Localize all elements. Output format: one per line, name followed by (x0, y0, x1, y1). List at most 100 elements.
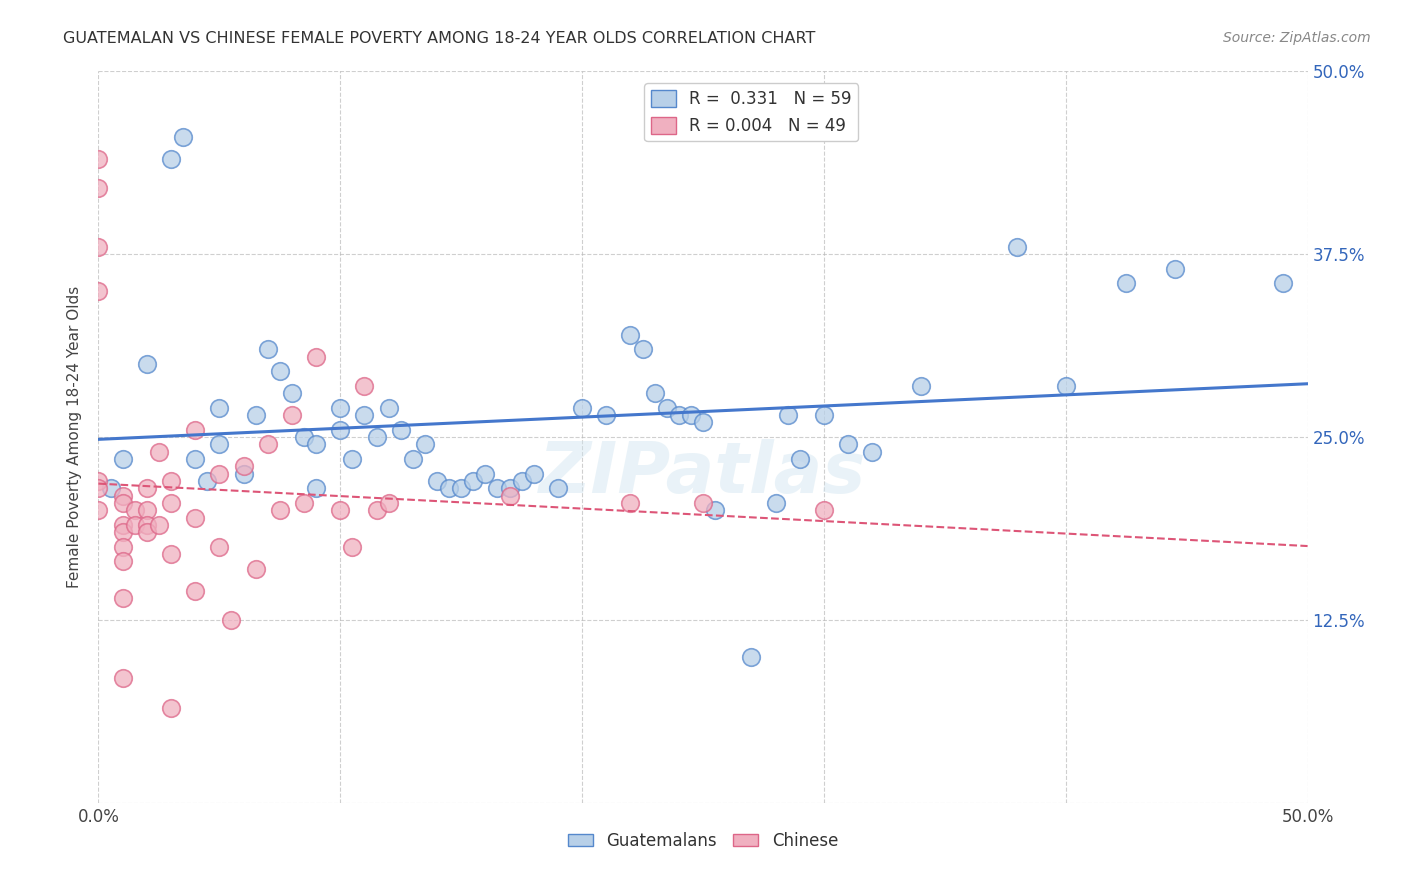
Point (184, 423, 207, 437)
Point (208, 540, 231, 554)
Point (87, 152, 110, 166)
Point (655, 401, 678, 415)
Point (765, 496, 787, 510)
Point (111, 540, 134, 554)
Point (498, 489, 520, 503)
Point (619, 496, 641, 510)
Point (510, 474, 533, 488)
Text: Source: ZipAtlas.com: Source: ZipAtlas.com (1223, 31, 1371, 45)
Point (208, 437, 231, 451)
Point (413, 437, 436, 451)
Point (184, 583, 207, 598)
Point (463, 474, 485, 488)
Point (111, 489, 134, 503)
Point (631, 343, 654, 357)
Point (305, 481, 328, 495)
Point (860, 444, 883, 458)
Point (342, 540, 364, 554)
Point (281, 386, 304, 401)
Point (644, 386, 666, 401)
Point (160, 496, 183, 510)
Point (305, 350, 328, 364)
Point (160, 152, 183, 166)
Point (329, 423, 352, 437)
Point (377, 496, 399, 510)
Point (329, 503, 352, 517)
Point (221, 613, 243, 627)
Point (87, 481, 110, 495)
Point (292, 430, 315, 444)
Point (595, 408, 617, 422)
Point (245, 408, 267, 422)
Point (329, 401, 352, 415)
Point (619, 327, 641, 342)
Y-axis label: Female Poverty Among 18-24 Year Olds: Female Poverty Among 18-24 Year Olds (67, 286, 83, 588)
Point (353, 379, 375, 393)
Point (389, 423, 412, 437)
Point (111, 525, 134, 540)
Point (679, 408, 702, 422)
Point (292, 496, 315, 510)
Point (160, 547, 183, 561)
Point (111, 672, 134, 686)
Point (87, 240, 110, 254)
Point (692, 416, 714, 430)
Point (135, 517, 157, 532)
Point (184, 452, 207, 467)
Point (208, 401, 231, 415)
Point (704, 503, 727, 517)
Point (269, 364, 291, 378)
Point (232, 459, 254, 474)
Point (571, 401, 593, 415)
Point (256, 343, 278, 357)
Point (135, 357, 157, 371)
Point (208, 467, 231, 481)
Point (353, 408, 375, 422)
Point (668, 408, 690, 422)
Point (377, 401, 399, 415)
Point (245, 562, 267, 576)
Text: ZIPatlas: ZIPatlas (540, 439, 866, 508)
Point (87, 181, 110, 195)
Point (450, 481, 472, 495)
Point (813, 408, 835, 422)
Point (1272, 277, 1295, 291)
Point (111, 496, 134, 510)
Point (135, 503, 157, 517)
Point (486, 481, 509, 495)
Point (437, 481, 460, 495)
Text: GUATEMALAN VS CHINESE FEMALE POVERTY AMONG 18-24 YEAR OLDS CORRELATION CHART: GUATEMALAN VS CHINESE FEMALE POVERTY AMO… (63, 31, 815, 46)
Point (342, 452, 364, 467)
Point (1007, 240, 1029, 254)
Point (184, 510, 207, 524)
Point (547, 481, 569, 495)
Point (692, 496, 714, 510)
Point (160, 474, 183, 488)
Point (195, 474, 218, 488)
Point (813, 503, 835, 517)
Point (232, 467, 254, 481)
Legend: Guatemalans, Chinese: Guatemalans, Chinese (561, 825, 845, 856)
Point (124, 517, 146, 532)
Point (1054, 379, 1077, 393)
Point (87, 284, 110, 298)
Point (837, 437, 859, 451)
Point (740, 649, 762, 664)
Point (474, 467, 496, 481)
Point (256, 437, 278, 451)
Point (366, 430, 388, 444)
Point (148, 517, 170, 532)
Point (87, 474, 110, 488)
Point (111, 554, 134, 568)
Point (402, 452, 425, 467)
Point (523, 467, 546, 481)
Point (100, 481, 122, 495)
Point (135, 525, 157, 540)
Point (426, 474, 449, 488)
Point (111, 517, 134, 532)
Point (269, 503, 291, 517)
Point (366, 503, 388, 517)
Point (111, 591, 134, 605)
Point (148, 444, 170, 458)
Point (160, 700, 183, 714)
